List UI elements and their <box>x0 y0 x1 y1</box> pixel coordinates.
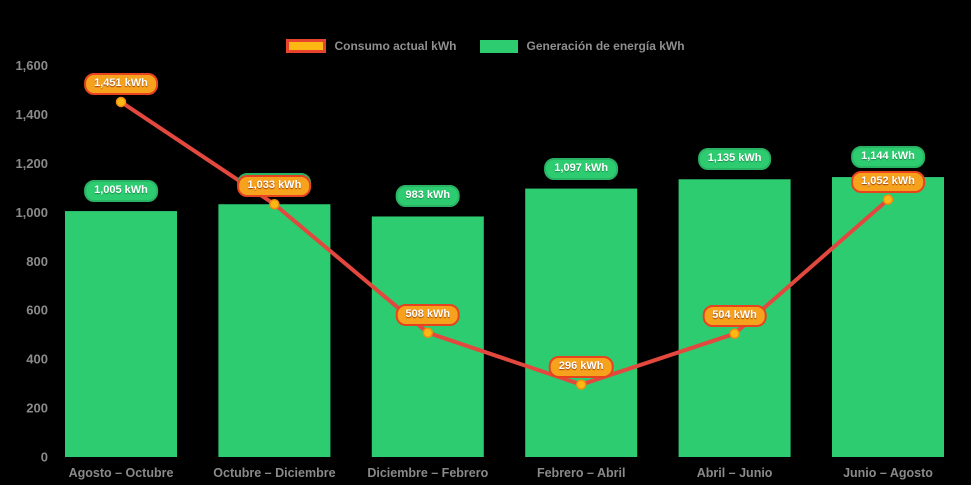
bar-1[interactable] <box>65 211 177 457</box>
y-axis-tick-1400: 1,400 <box>15 107 48 122</box>
x-axis-label-5: Abril – Junio <box>697 466 773 480</box>
legend-label-generacion: Generación de energía kWh <box>526 39 685 53</box>
legend-item-consumo-actual[interactable]: Consumo actual kWh <box>286 39 456 53</box>
legend-label-consumo: Consumo actual kWh <box>334 39 457 53</box>
y-axis-tick-800: 800 <box>26 254 48 269</box>
x-axis-label-6: Junio – Agosto <box>843 466 933 480</box>
line-point-6[interactable] <box>882 194 894 205</box>
generacion-swatch-icon <box>480 39 519 53</box>
bar-4[interactable] <box>525 188 638 457</box>
y-axis-tick-1000: 1,000 <box>15 205 48 220</box>
chart-legend: Consumo actual kWh Generación de energía… <box>0 39 971 53</box>
bar-2[interactable] <box>218 204 331 457</box>
line-point-5[interactable] <box>729 328 740 339</box>
x-axis-label-3: Diciembre – Febrero <box>367 466 488 480</box>
x-axis-label-2: Octubre – Diciembre <box>213 466 335 480</box>
x-axis-label-4: Febrero – Abril <box>537 466 625 480</box>
y-axis-tick-1200: 1,200 <box>15 156 48 171</box>
line-point-4[interactable] <box>575 379 587 390</box>
x-axis-label-1: Agosto – Octubre <box>69 466 174 480</box>
line-point-2[interactable] <box>269 198 280 210</box>
y-axis-tick-200: 200 <box>26 401 48 416</box>
y-axis-tick-600: 600 <box>26 303 48 318</box>
consumo-swatch-icon <box>286 39 327 53</box>
line-point-3[interactable] <box>422 327 434 338</box>
bar-5[interactable] <box>678 179 791 457</box>
y-axis-tick-1600: 1,600 <box>15 58 48 73</box>
legend-item-generacion-energia[interactable]: Generación de energía kWh <box>480 39 685 53</box>
y-axis-tick-400: 400 <box>26 352 48 367</box>
line-point-1[interactable] <box>115 96 127 108</box>
bar-6[interactable] <box>832 177 944 457</box>
y-axis-tick-0: 0 <box>41 450 48 465</box>
